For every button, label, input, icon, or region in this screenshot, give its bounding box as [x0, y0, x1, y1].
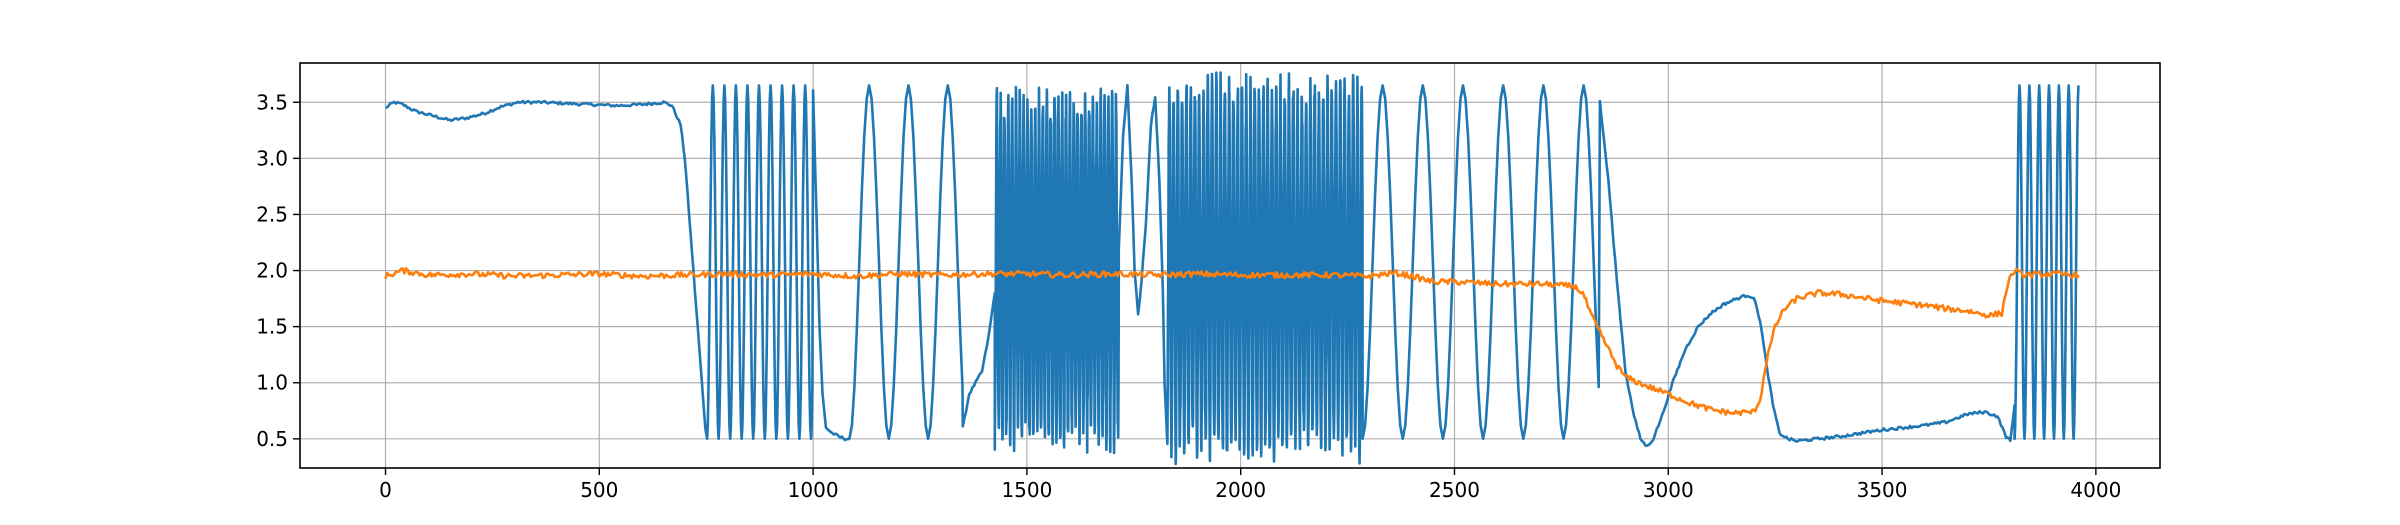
- plot-frame: [299, 62, 2161, 469]
- y-tick-label: 3.5: [256, 90, 288, 114]
- y-tick-label: 3.0: [256, 146, 288, 170]
- y-tick-label: 2.0: [256, 259, 288, 283]
- y-tick-label: 2.5: [256, 202, 288, 226]
- x-tick-label: 3500: [1857, 478, 1908, 502]
- y-axis: 0.5 1.0 1.5 2.0 2.5 3.0 3.5: [256, 90, 300, 451]
- y-tick-label: 0.5: [256, 427, 288, 451]
- y-tick-label: 1.0: [256, 371, 288, 395]
- x-tick-label: 500: [580, 478, 618, 502]
- x-tick-label: 4000: [2070, 478, 2121, 502]
- x-tick-label: 1500: [1001, 478, 1052, 502]
- x-tick-label: 2500: [1429, 478, 1480, 502]
- series-layer: [384, 71, 2080, 466]
- x-tick-label: 1000: [788, 478, 839, 502]
- series-line-2: [384, 267, 2080, 417]
- series-line-1: [385, 71, 2080, 466]
- y-tick-label: 1.5: [256, 315, 288, 339]
- x-tick-label: 2000: [1215, 478, 1266, 502]
- x-tick-label: 0: [379, 478, 392, 502]
- x-axis: 0 500 1000 1500 2000 2500 3000 3500 4000: [379, 468, 2121, 502]
- x-tick-label: 3000: [1643, 478, 1694, 502]
